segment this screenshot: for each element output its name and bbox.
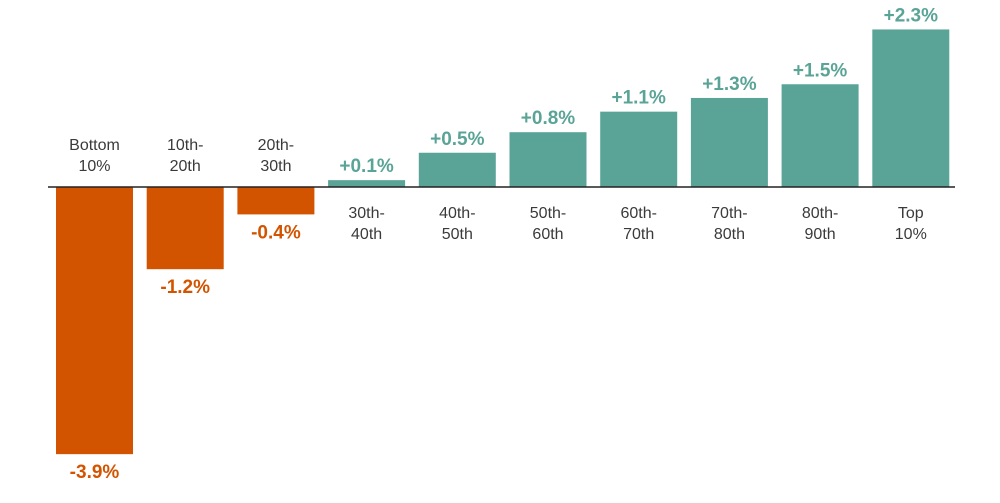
bar-4 xyxy=(418,152,496,187)
category-label-1: 10th-20th xyxy=(167,137,203,175)
category-label-8: 80th-90th xyxy=(802,205,838,243)
value-label-0: -3.9% xyxy=(70,462,120,483)
category-label-3: 30th-40th xyxy=(348,205,384,243)
category-label-2: 20th-30th xyxy=(258,137,294,175)
value-label-6: +1.1% xyxy=(611,88,666,109)
category-label-7: 70th-80th xyxy=(711,205,747,243)
bar-2 xyxy=(237,187,315,215)
category-label-0: Bottom 10% xyxy=(69,137,120,175)
bar-9 xyxy=(872,29,950,188)
value-label-4: +0.5% xyxy=(430,129,485,150)
bar-1 xyxy=(146,187,224,270)
value-label-3: +0.1% xyxy=(339,156,394,177)
bars-group xyxy=(56,29,950,455)
category-label-6: 60th-70th xyxy=(620,205,656,243)
value-label-9: +2.3% xyxy=(884,5,939,26)
bar-6 xyxy=(600,111,678,187)
value-label-8: +1.5% xyxy=(793,60,848,81)
bar-8 xyxy=(781,84,859,187)
bar-5 xyxy=(509,132,587,187)
labels-group: -3.9% Bottom 10% -1.2% 10th-20th -0.4% 20th-30… xyxy=(69,5,938,483)
bar-3 xyxy=(328,180,406,187)
value-label-2: -0.4% xyxy=(251,222,301,243)
value-label-1: -1.2% xyxy=(160,277,210,298)
category-label-4: 40th-50th xyxy=(439,205,475,243)
category-label-9: Top 10% xyxy=(895,205,927,243)
bar-7 xyxy=(690,97,768,187)
value-label-7: +1.3% xyxy=(702,74,757,95)
category-label-5: 50th-60th xyxy=(530,205,566,243)
value-label-5: +0.8% xyxy=(521,108,576,129)
bar-0 xyxy=(56,187,133,455)
